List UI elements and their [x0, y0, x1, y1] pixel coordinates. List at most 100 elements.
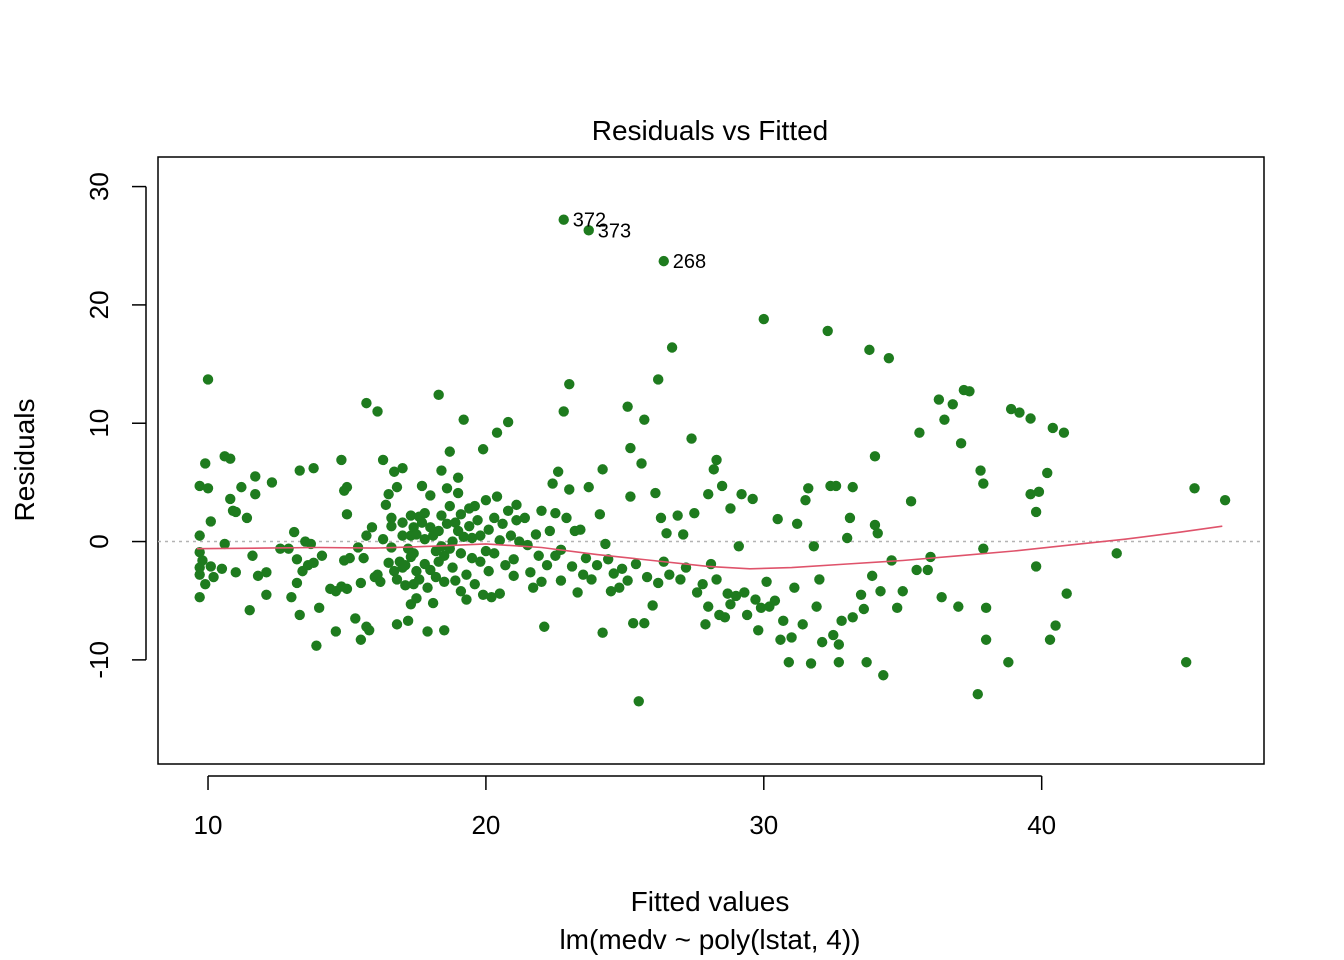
- y-axis: -10 0 10 20 30: [84, 172, 147, 679]
- data-point: [591, 560, 603, 571]
- data-point: [655, 512, 667, 524]
- data-point: [411, 529, 422, 540]
- data-point: [836, 615, 847, 627]
- data-point: [627, 617, 639, 629]
- data-point: [1219, 494, 1231, 506]
- data-point: [891, 602, 903, 614]
- data-point: [439, 625, 450, 636]
- data-point: [1030, 506, 1042, 518]
- data-point: [461, 569, 472, 580]
- data-point: [491, 491, 503, 502]
- x-tick-label: 40: [1027, 810, 1056, 840]
- data-point: [789, 582, 800, 593]
- data-point: [291, 554, 303, 565]
- data-point: [541, 560, 553, 571]
- data-point: [205, 561, 216, 572]
- data-point: [380, 499, 392, 511]
- data-point: [350, 613, 361, 624]
- data-point: [419, 507, 430, 519]
- data-point: [697, 578, 708, 590]
- data-point: [430, 571, 442, 583]
- data-point: [661, 528, 672, 539]
- data-point: [822, 325, 833, 337]
- data-point: [444, 446, 455, 457]
- data-point: [502, 505, 514, 516]
- data-point: [464, 520, 475, 532]
- data-point: [194, 530, 205, 541]
- data-point: [875, 586, 886, 597]
- data-point: [1003, 657, 1014, 668]
- data-point: [869, 451, 881, 462]
- data-point: [1189, 483, 1200, 494]
- data-point: [450, 517, 461, 528]
- data-point: [689, 507, 700, 519]
- data-point: [344, 552, 355, 564]
- model-subtitle: lm(medv ~ poly(lstat, 4)): [559, 924, 860, 955]
- data-point: [452, 487, 464, 499]
- data-point: [597, 627, 608, 638]
- data-point: [439, 576, 450, 587]
- data-point: [972, 688, 983, 700]
- y-axis-label: Residuals: [9, 399, 40, 522]
- data-point: [653, 577, 664, 589]
- data-point: [566, 561, 578, 572]
- data-point: [530, 529, 542, 540]
- data-point: [672, 510, 683, 521]
- data-point: [386, 520, 397, 532]
- data-point: [422, 626, 433, 637]
- data-point: [494, 535, 506, 546]
- y-tick-label: 30: [84, 172, 114, 201]
- data-point: [480, 545, 492, 557]
- data-point: [791, 518, 803, 530]
- data-point: [486, 591, 497, 603]
- data-point: [616, 563, 628, 574]
- data-point: [866, 570, 878, 582]
- data-point: [294, 465, 305, 476]
- data-point: [533, 550, 544, 561]
- x-tick-label: 30: [749, 810, 778, 840]
- data-point: [219, 538, 230, 550]
- data-point: [686, 433, 697, 444]
- data-point: [469, 500, 480, 512]
- data-point: [664, 569, 675, 580]
- data-point: [194, 480, 205, 492]
- data-point: [1025, 489, 1036, 500]
- data-point: [914, 427, 925, 438]
- data-point: [514, 536, 525, 547]
- data-point: [897, 586, 908, 597]
- data-point: [480, 494, 492, 506]
- data-point: [225, 493, 236, 505]
- data-point: [288, 526, 300, 538]
- data-point: [427, 597, 439, 609]
- data-point: [636, 458, 647, 469]
- data-point: [736, 489, 747, 500]
- data-point: [741, 609, 753, 621]
- data-point: [833, 657, 845, 668]
- data-point: [444, 500, 455, 512]
- outlier-point: [558, 214, 569, 225]
- data-point: [411, 565, 422, 577]
- data-point: [397, 530, 408, 541]
- data-point: [678, 529, 689, 540]
- point-label: 268: [673, 251, 706, 273]
- data-point: [614, 582, 625, 593]
- x-axis: 10 20 30 40: [194, 775, 1056, 840]
- y-tick-label: 10: [84, 409, 114, 438]
- data-point: [922, 564, 933, 576]
- data-point: [953, 601, 964, 612]
- data-point: [1025, 413, 1036, 424]
- data-point: [978, 543, 989, 554]
- data-point: [377, 533, 389, 545]
- data-point: [980, 634, 992, 645]
- data-point: [778, 615, 789, 627]
- data-point: [1061, 588, 1072, 599]
- data-point: [633, 696, 644, 707]
- data-point: [639, 617, 650, 629]
- data-point: [755, 602, 767, 614]
- data-point: [558, 406, 569, 417]
- data-point: [244, 604, 255, 616]
- data-point: [833, 639, 845, 650]
- smooth-line: [196, 525, 1223, 570]
